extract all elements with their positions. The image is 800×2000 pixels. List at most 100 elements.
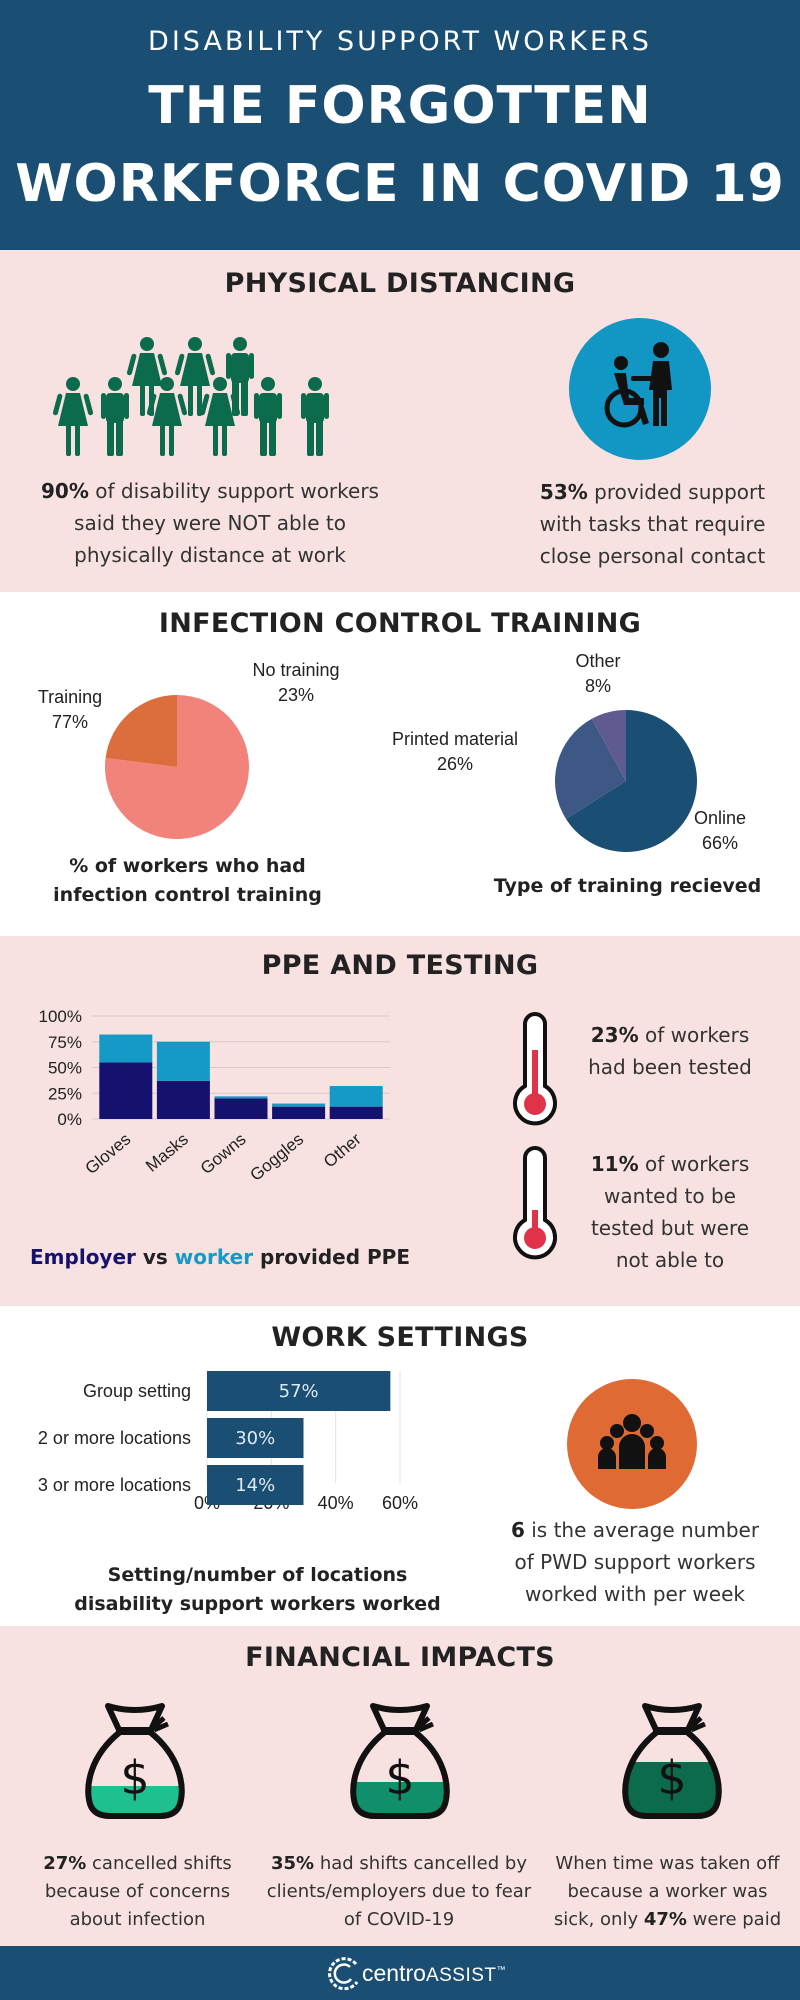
section-work-settings: WORK SETTINGS 0%20%40%60%57%Group settin… [0, 1306, 800, 1626]
pwd-workers-stat-line2: of PWD support workers [514, 1550, 756, 1574]
distancing-stat-1-line2: said they were NOT able to [74, 511, 346, 535]
brand-tm: ™ [496, 1964, 506, 1975]
work-bar-value-label: 14% [235, 1475, 275, 1496]
pie1-caption-line1: % of workers who had [69, 855, 306, 877]
wanted-test-stat-line1: of workers [638, 1152, 750, 1176]
training-type-pie-slice-printed-material [555, 718, 626, 820]
ppe-bar-gloves-worker [99, 1034, 153, 1063]
financial-stat-2-value: 35% [271, 1853, 315, 1874]
wanted-test-stat: 11% of workers wanted to be tested but w… [575, 1148, 765, 1276]
ppe-legend-rest: provided PPE [253, 1245, 410, 1269]
section-heading: PHYSICAL DISTANCING [224, 268, 576, 299]
svg-text:$: $ [657, 1751, 686, 1805]
distancing-stat-2-line1: provided support [587, 480, 766, 504]
pie2-label-printed-name: Printed material [391, 729, 519, 749]
work-bar-group-setting [207, 1371, 391, 1411]
svg-text:$: $ [385, 1751, 414, 1805]
work-settings-caption-line2: disability support workers worked [74, 1593, 441, 1615]
ppe-bar-masks-employer [156, 1080, 210, 1119]
section-ppe-testing: PPE AND TESTING 0% 25% 50% 75% 100% Gloves Mas… [0, 936, 800, 1306]
ppe-bar-gowns-employer [214, 1098, 268, 1119]
distancing-stat-1-value: 90% [41, 479, 89, 503]
distancing-stat-2: 53% provided support with tasks that req… [485, 476, 800, 572]
pie1-label-no-training-name: No training [252, 660, 340, 680]
pie2-label-online: Online 66% [680, 806, 760, 856]
distancing-stat-1: 90% of disability support workers said t… [20, 475, 400, 571]
section-heading: FINANCIAL IMPACTS [245, 1642, 555, 1673]
section-heading: INFECTION CONTROL TRAINING [158, 608, 642, 639]
training-pie-slice-training [105, 695, 249, 839]
ppe-bar-goggles-worker [272, 1103, 326, 1107]
pie2-label-printed-value: 26% [436, 754, 474, 774]
header-banner: DISABILITY SUPPORT WORKERS THE FORGOTTEN… [0, 0, 800, 250]
financial-stat-3-line3a: sick, only [553, 1909, 644, 1930]
pie1-label-no-training: No training 23% [236, 658, 356, 708]
financial-stat-3: When time was taken off because a worker… [545, 1850, 790, 1934]
work-xtick-label: 60% [382, 1493, 418, 1513]
training-type-pie-slice-online [566, 710, 697, 852]
financial-stat-1-line3: about infection [69, 1909, 206, 1930]
wanted-test-stat-line3: tested but were [590, 1216, 750, 1240]
ppe-category-label: Goggles [246, 1130, 307, 1185]
work-settings-caption-line1: Setting/number of locations [107, 1564, 408, 1586]
footer-banner: centroASSIST™ [0, 1946, 800, 2000]
training-type-pie-chart [555, 710, 697, 852]
distancing-stat-2-line2: with tasks that require [539, 512, 766, 536]
section-infection-control-training: INFECTION CONTROL TRAINING Training 77% … [0, 592, 800, 936]
work-xtick-label: 40% [318, 1493, 354, 1513]
ppe-category-label: Gowns [197, 1130, 250, 1179]
training-pie-slice-no-training [105, 695, 177, 767]
pie1-label-training-value: 77% [51, 712, 89, 732]
training-pie-chart [105, 695, 249, 839]
pie2-caption: Type of training recieved [493, 875, 762, 897]
money-bag-icon: $ [350, 1703, 450, 1819]
ppe-ytick-label: 50% [48, 1059, 82, 1078]
page-title-line1: THE FORGOTTEN [148, 76, 652, 136]
financial-stat-3-value: 47% [643, 1909, 687, 1930]
swirl-icon [328, 1957, 359, 1991]
page-title-line2: WORKFORCE IN COVID 19 [15, 154, 785, 214]
money-bag-icon: $ [85, 1703, 185, 1819]
financial-stat-3-line2: because a worker was [567, 1881, 768, 1902]
tested-stat-value: 23% [590, 1023, 639, 1047]
financial-stat-2-line1: had shifts cancelled by [314, 1853, 527, 1874]
ppe-legend-vs: vs [135, 1245, 175, 1269]
work-settings-caption: Setting/number of locations disability s… [55, 1561, 460, 1619]
ppe-ytick-label: 25% [48, 1084, 82, 1103]
distancing-stat-1-line1: of disability support workers [88, 479, 379, 503]
pie1-label-training-name: Training [37, 687, 103, 707]
tested-stat-line1: of workers [638, 1023, 750, 1047]
thermometer-icon [513, 1146, 557, 1260]
pie2-label-online-name: Online [693, 808, 747, 828]
work-bar-3-or-more-locations [207, 1465, 304, 1505]
pie2-label-printed: Printed material 26% [375, 727, 535, 777]
ppe-ytick-label: 100% [39, 1007, 82, 1026]
wheelchair-carer-icon [569, 318, 711, 460]
ppe-bar-other-worker [329, 1086, 383, 1107]
ppe-bar-masks-worker [156, 1041, 210, 1081]
financial-stat-3-line1: When time was taken off [555, 1853, 780, 1874]
ppe-category-label: Masks [142, 1130, 192, 1176]
financial-stat-1-line2: because of concerns [44, 1881, 231, 1902]
brand-name-b: ASSIST [425, 1965, 497, 1986]
wanted-test-stat-line4: not able to [615, 1248, 725, 1272]
group-people-icon [567, 1379, 697, 1509]
ppe-legend-worker: worker [174, 1245, 254, 1269]
money-bag-icon: $ [622, 1703, 722, 1819]
section-heading: WORK SETTINGS [271, 1322, 529, 1353]
distancing-stat-2-value: 53% [539, 480, 588, 504]
financial-stat-2-line3: of COVID-19 [343, 1909, 455, 1930]
svg-text:$: $ [120, 1751, 149, 1805]
financial-stat-1-line1: cancelled shifts [86, 1853, 232, 1874]
ppe-legend: Employer vs worker provided PPE [30, 1243, 410, 1272]
work-category-label: Group setting [83, 1381, 191, 1401]
pie2-label-other: Other 8% [548, 649, 648, 699]
work-category-label: 3 or more locations [38, 1475, 191, 1495]
work-category-label: 2 or more locations [38, 1428, 191, 1448]
ppe-bar-gloves-employer [99, 1062, 153, 1119]
brand-name-a: centro [362, 1960, 426, 1986]
pie2-label-online-value: 66% [701, 833, 739, 853]
ppe-category-label: Other [320, 1129, 365, 1171]
pwd-workers-stat-line1: is the average number [524, 1518, 760, 1542]
